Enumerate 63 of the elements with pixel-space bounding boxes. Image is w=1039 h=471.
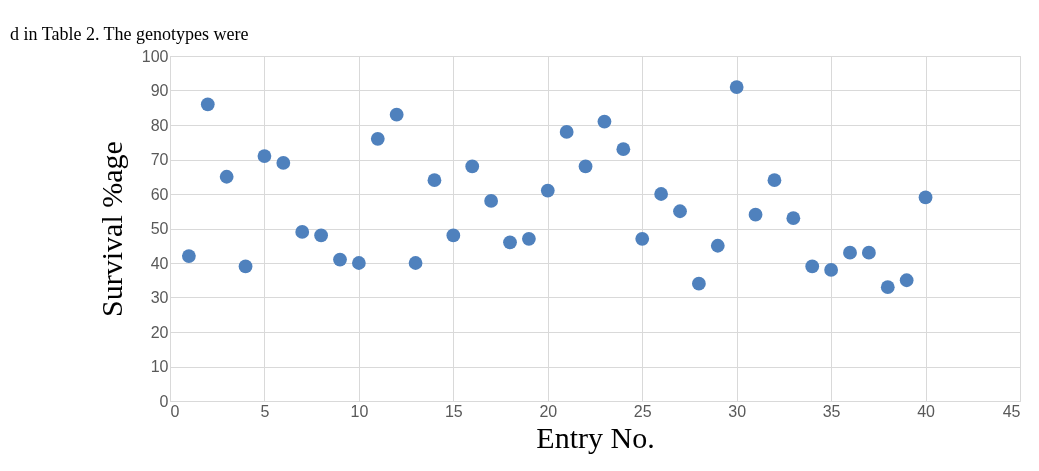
point — [465, 159, 480, 174]
y-tick-label: 70 — [150, 151, 169, 168]
point — [503, 235, 517, 250]
x-tick-label: 25 — [633, 402, 652, 420]
point — [578, 159, 593, 174]
point — [899, 273, 914, 288]
x-tick-label: 15 — [444, 402, 463, 420]
point — [616, 142, 631, 157]
x-tick-label: 10 — [350, 402, 369, 420]
text: d in Table 2. The genotypes were — [10, 24, 249, 44]
point — [484, 194, 498, 208]
point — [238, 259, 253, 274]
y-tick-label: 30 — [150, 289, 169, 306]
point — [352, 256, 366, 270]
point — [710, 238, 725, 253]
point — [635, 231, 650, 246]
point — [540, 183, 555, 198]
x-tick-label: 5 — [260, 402, 270, 420]
x-tick-label: 35 — [822, 402, 841, 420]
point — [673, 204, 687, 219]
point — [654, 187, 668, 201]
point — [843, 245, 857, 260]
x-tick-label: 45 — [1002, 402, 1021, 420]
point — [257, 149, 272, 163]
point — [219, 169, 234, 184]
point — [786, 211, 801, 226]
y-tick-label: 80 — [150, 116, 169, 134]
point — [918, 190, 933, 205]
point — [862, 245, 876, 260]
y-tick-label: 10 — [150, 358, 169, 375]
point — [182, 249, 196, 263]
x-tick-label: 0 — [170, 402, 180, 420]
point — [559, 125, 574, 139]
y-tick-label: 20 — [150, 323, 169, 341]
point — [370, 131, 385, 146]
point — [314, 228, 328, 243]
x-tick-label: 30 — [728, 402, 747, 420]
point — [522, 231, 536, 246]
point — [408, 256, 423, 270]
point — [880, 280, 895, 295]
point — [597, 114, 612, 129]
point — [805, 259, 820, 274]
point — [295, 225, 310, 239]
y-axis-title: Survival %age — [94, 141, 128, 317]
x-tick-label: 40 — [917, 402, 936, 420]
point — [692, 276, 706, 291]
point — [427, 173, 442, 188]
point — [824, 263, 838, 277]
x-axis-title: Entry No. — [536, 420, 655, 454]
point — [446, 228, 461, 243]
point — [333, 252, 347, 267]
point — [276, 156, 291, 170]
point — [389, 107, 404, 122]
y-tick-label: 60 — [150, 185, 169, 203]
y-tick-label: 100 — [141, 47, 169, 65]
point — [729, 80, 744, 94]
y-tick-label: 40 — [150, 254, 169, 272]
point — [200, 97, 215, 112]
point — [767, 173, 782, 188]
x-tick-label: 20 — [539, 402, 558, 420]
point — [748, 207, 763, 222]
y-tick-label: 50 — [150, 220, 169, 237]
y-tick-label: 90 — [150, 82, 169, 99]
